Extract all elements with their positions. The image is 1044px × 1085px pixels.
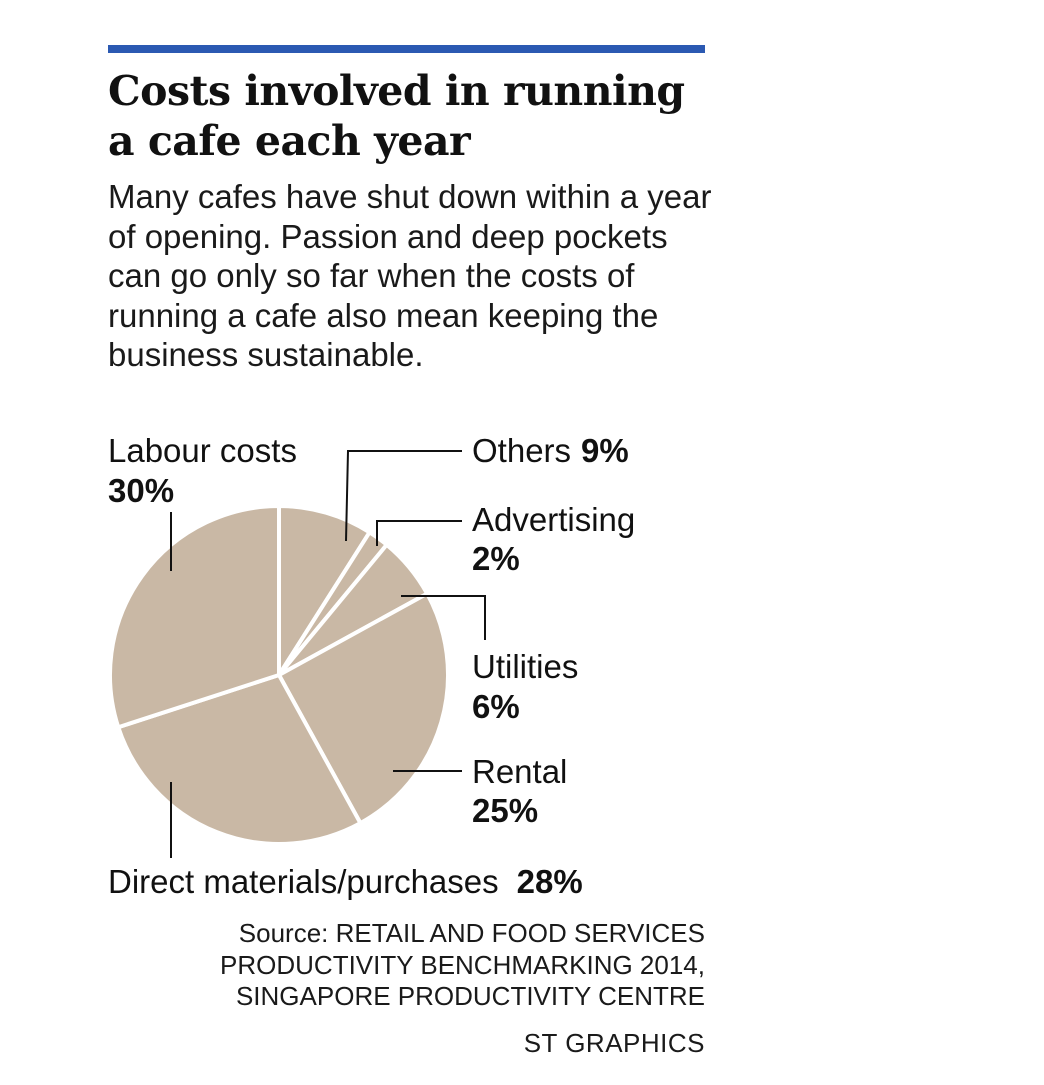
value-advertising: 2% bbox=[472, 540, 520, 577]
leader-line-utilities bbox=[401, 595, 486, 640]
leader-line-advertising bbox=[376, 520, 462, 546]
label-rental: Rental bbox=[472, 753, 567, 790]
label-direct-materials: Direct materials/purchases bbox=[108, 863, 499, 900]
value-direct-materials: 28% bbox=[517, 863, 583, 900]
label-labour: Labour costs bbox=[108, 432, 297, 469]
graphics-credit: ST GRAPHICS bbox=[523, 1028, 705, 1058]
chart-subtitle: Many cafes have shut down within a year … bbox=[108, 178, 712, 373]
value-utilities: 6% bbox=[472, 688, 520, 725]
pie-slices bbox=[108, 504, 451, 847]
label-advertising: Advertising bbox=[472, 501, 635, 538]
source-line-3: SINGAPORE PRODUCTIVITY CENTRE bbox=[235, 981, 705, 1011]
value-rental: 25% bbox=[472, 792, 538, 829]
value-others: 9% bbox=[581, 432, 629, 469]
source-note: Source: RETAIL AND FOOD SERVICES PRODUCT… bbox=[108, 918, 705, 1013]
pie-slice-rental bbox=[277, 591, 451, 826]
slice-labels: Labour costs 30% Others 9% Advertising 2%… bbox=[108, 432, 635, 900]
source-line-1: Source: RETAIL AND FOOD SERVICES bbox=[238, 918, 705, 948]
leader-line-others bbox=[345, 450, 462, 542]
value-labour: 30% bbox=[108, 472, 174, 509]
top-accent-rule bbox=[108, 45, 705, 53]
chart-title: Costs involved in running a cafe each ye… bbox=[108, 67, 685, 165]
pie-slice-labour-costs bbox=[108, 504, 281, 730]
source-line-2: PRODUCTIVITY BENCHMARKING 2014, bbox=[220, 949, 705, 980]
leader-lines bbox=[170, 450, 486, 858]
label-direct-materials-line: Direct materials/purchases 28% bbox=[108, 863, 583, 900]
label-others-line: Others 9% bbox=[472, 432, 629, 469]
label-utilities: Utilities bbox=[472, 648, 578, 685]
label-others: Others bbox=[472, 432, 571, 469]
pie-slice-direct-materials-purchases bbox=[116, 673, 363, 847]
